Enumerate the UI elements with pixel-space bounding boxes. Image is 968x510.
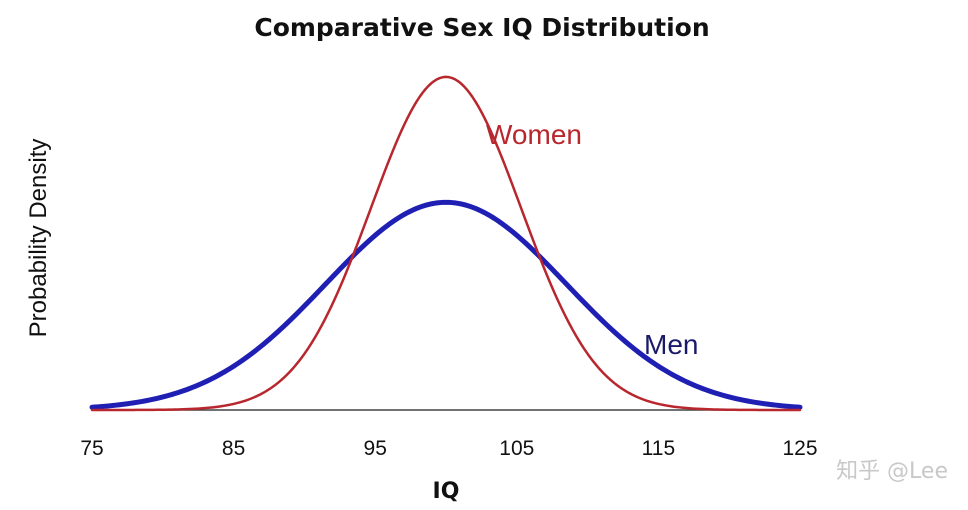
chart-title: Comparative Sex IQ Distribution — [254, 13, 709, 42]
x-tick-label: 95 — [364, 437, 387, 460]
x-tick-label: 105 — [499, 437, 534, 460]
x-tick-label: 115 — [642, 437, 675, 460]
series-line-women — [90, 75, 802, 412]
x-tick-label: 75 — [80, 437, 103, 460]
x-axis-label: IQ — [433, 479, 460, 504]
y-axis-label: Probability Density — [25, 139, 52, 338]
x-axis-ticks: 75 85 95 105 115 125 — [80, 437, 817, 460]
series-label-men: Men — [644, 329, 698, 360]
watermark: 知乎 @Lee — [836, 459, 948, 484]
x-tick-label: 85 — [222, 437, 245, 460]
x-tick-label: 125 — [782, 437, 817, 460]
series-group: Women Men — [89, 75, 803, 412]
series-line-men — [89, 199, 803, 410]
series-label-women: Women — [486, 119, 582, 150]
